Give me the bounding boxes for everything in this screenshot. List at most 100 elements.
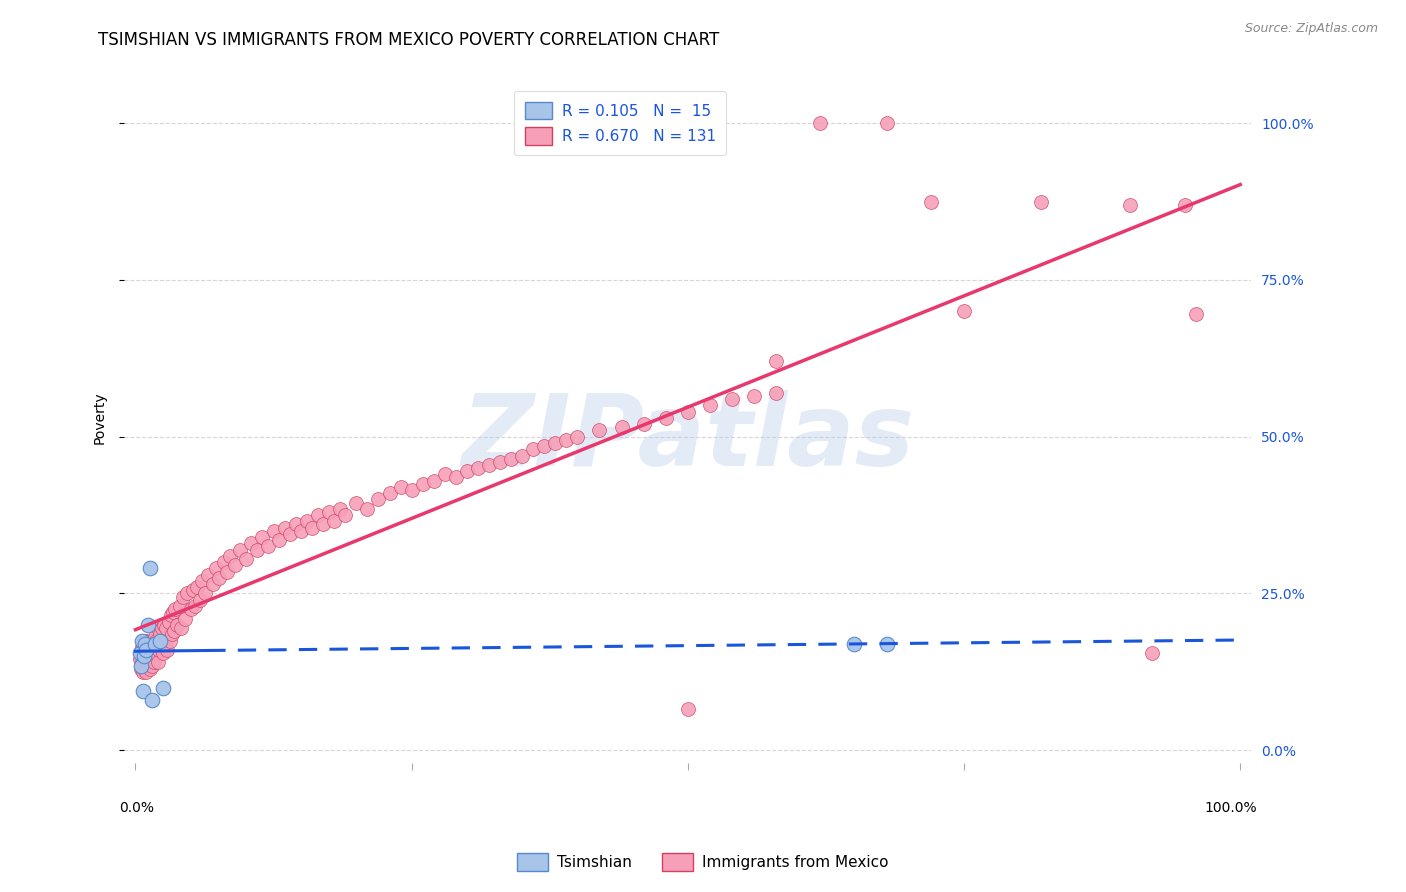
Point [378, 486, 401, 500]
Point [412, 476, 434, 491]
Point [307, 508, 329, 522]
Point [444, 470, 467, 484]
Point [240, 536, 263, 550]
Point [499, 451, 522, 466]
Point [1185, 307, 1208, 321]
Point [150, 621, 173, 635]
Point [920, 194, 942, 209]
Point [489, 455, 512, 469]
Point [159, 608, 181, 623]
Point [201, 577, 224, 591]
Point [152, 646, 174, 660]
Point [676, 702, 699, 716]
Point [876, 637, 898, 651]
Point [146, 656, 169, 670]
Point [344, 495, 367, 509]
Legend: R = 0.105   N =  15, R = 0.670   N = 131: R = 0.105 N = 15, R = 0.670 N = 131 [515, 91, 727, 155]
Point [172, 590, 194, 604]
Point [367, 492, 389, 507]
Point [335, 508, 357, 522]
Point [208, 571, 231, 585]
Point [290, 524, 312, 538]
Point [510, 449, 533, 463]
Point [131, 640, 153, 654]
Point [1119, 197, 1142, 211]
Point [129, 646, 152, 660]
Point [141, 693, 163, 707]
Point [134, 658, 156, 673]
Point [134, 637, 156, 651]
Point [143, 637, 166, 651]
Point [132, 665, 155, 679]
Point [143, 637, 166, 651]
Point [176, 586, 198, 600]
Point [212, 555, 235, 569]
Point [401, 483, 423, 497]
Text: TSIMSHIAN VS IMMIGRANTS FROM MEXICO POVERTY CORRELATION CHART: TSIMSHIAN VS IMMIGRANTS FROM MEXICO POVE… [98, 31, 720, 49]
Point [180, 602, 202, 616]
Point [953, 304, 976, 318]
Point [134, 662, 156, 676]
Point [139, 662, 162, 676]
Text: ZIPatlas: ZIPatlas [461, 390, 914, 487]
Point [389, 480, 412, 494]
Point [278, 527, 301, 541]
Point [181, 583, 204, 598]
Point [128, 652, 150, 666]
Point [267, 533, 290, 548]
Point [295, 514, 318, 528]
Point [174, 611, 197, 625]
Point [190, 574, 212, 588]
Point [148, 643, 170, 657]
Point [163, 624, 186, 639]
Point [139, 652, 162, 666]
Point [134, 649, 156, 664]
Point [876, 116, 898, 130]
Text: Source: ZipAtlas.com: Source: ZipAtlas.com [1244, 22, 1378, 36]
Point [141, 640, 163, 654]
Point [128, 646, 150, 660]
Point [139, 561, 162, 575]
Point [134, 652, 156, 666]
Point [765, 354, 787, 368]
Point [742, 389, 765, 403]
Point [186, 580, 208, 594]
Point [676, 404, 699, 418]
Point [810, 116, 832, 130]
Point [555, 433, 578, 447]
Point [721, 392, 744, 406]
Point [134, 633, 156, 648]
Point [467, 461, 489, 475]
Point [157, 615, 180, 629]
Point [139, 633, 162, 648]
Point [842, 637, 865, 651]
Y-axis label: Poverty: Poverty [93, 392, 107, 444]
Point [141, 658, 163, 673]
Point [138, 656, 160, 670]
Point [765, 385, 787, 400]
Point [155, 637, 177, 651]
Point [252, 530, 274, 544]
Point [188, 592, 211, 607]
Point [155, 621, 177, 635]
Point [153, 617, 176, 632]
Point [197, 567, 219, 582]
Point [165, 602, 187, 616]
Point [143, 646, 166, 660]
Point [159, 633, 181, 648]
Text: 0.0%: 0.0% [118, 801, 153, 814]
Point [257, 540, 280, 554]
Point [456, 464, 478, 478]
Point [422, 474, 444, 488]
Point [149, 633, 172, 648]
Point [156, 643, 179, 657]
Point [132, 683, 155, 698]
Point [162, 605, 184, 619]
Point [567, 430, 589, 444]
Point [301, 521, 323, 535]
Point [522, 442, 544, 457]
Point [160, 627, 183, 641]
Point [478, 458, 501, 472]
Point [312, 517, 335, 532]
Text: 100.0%: 100.0% [1205, 801, 1257, 814]
